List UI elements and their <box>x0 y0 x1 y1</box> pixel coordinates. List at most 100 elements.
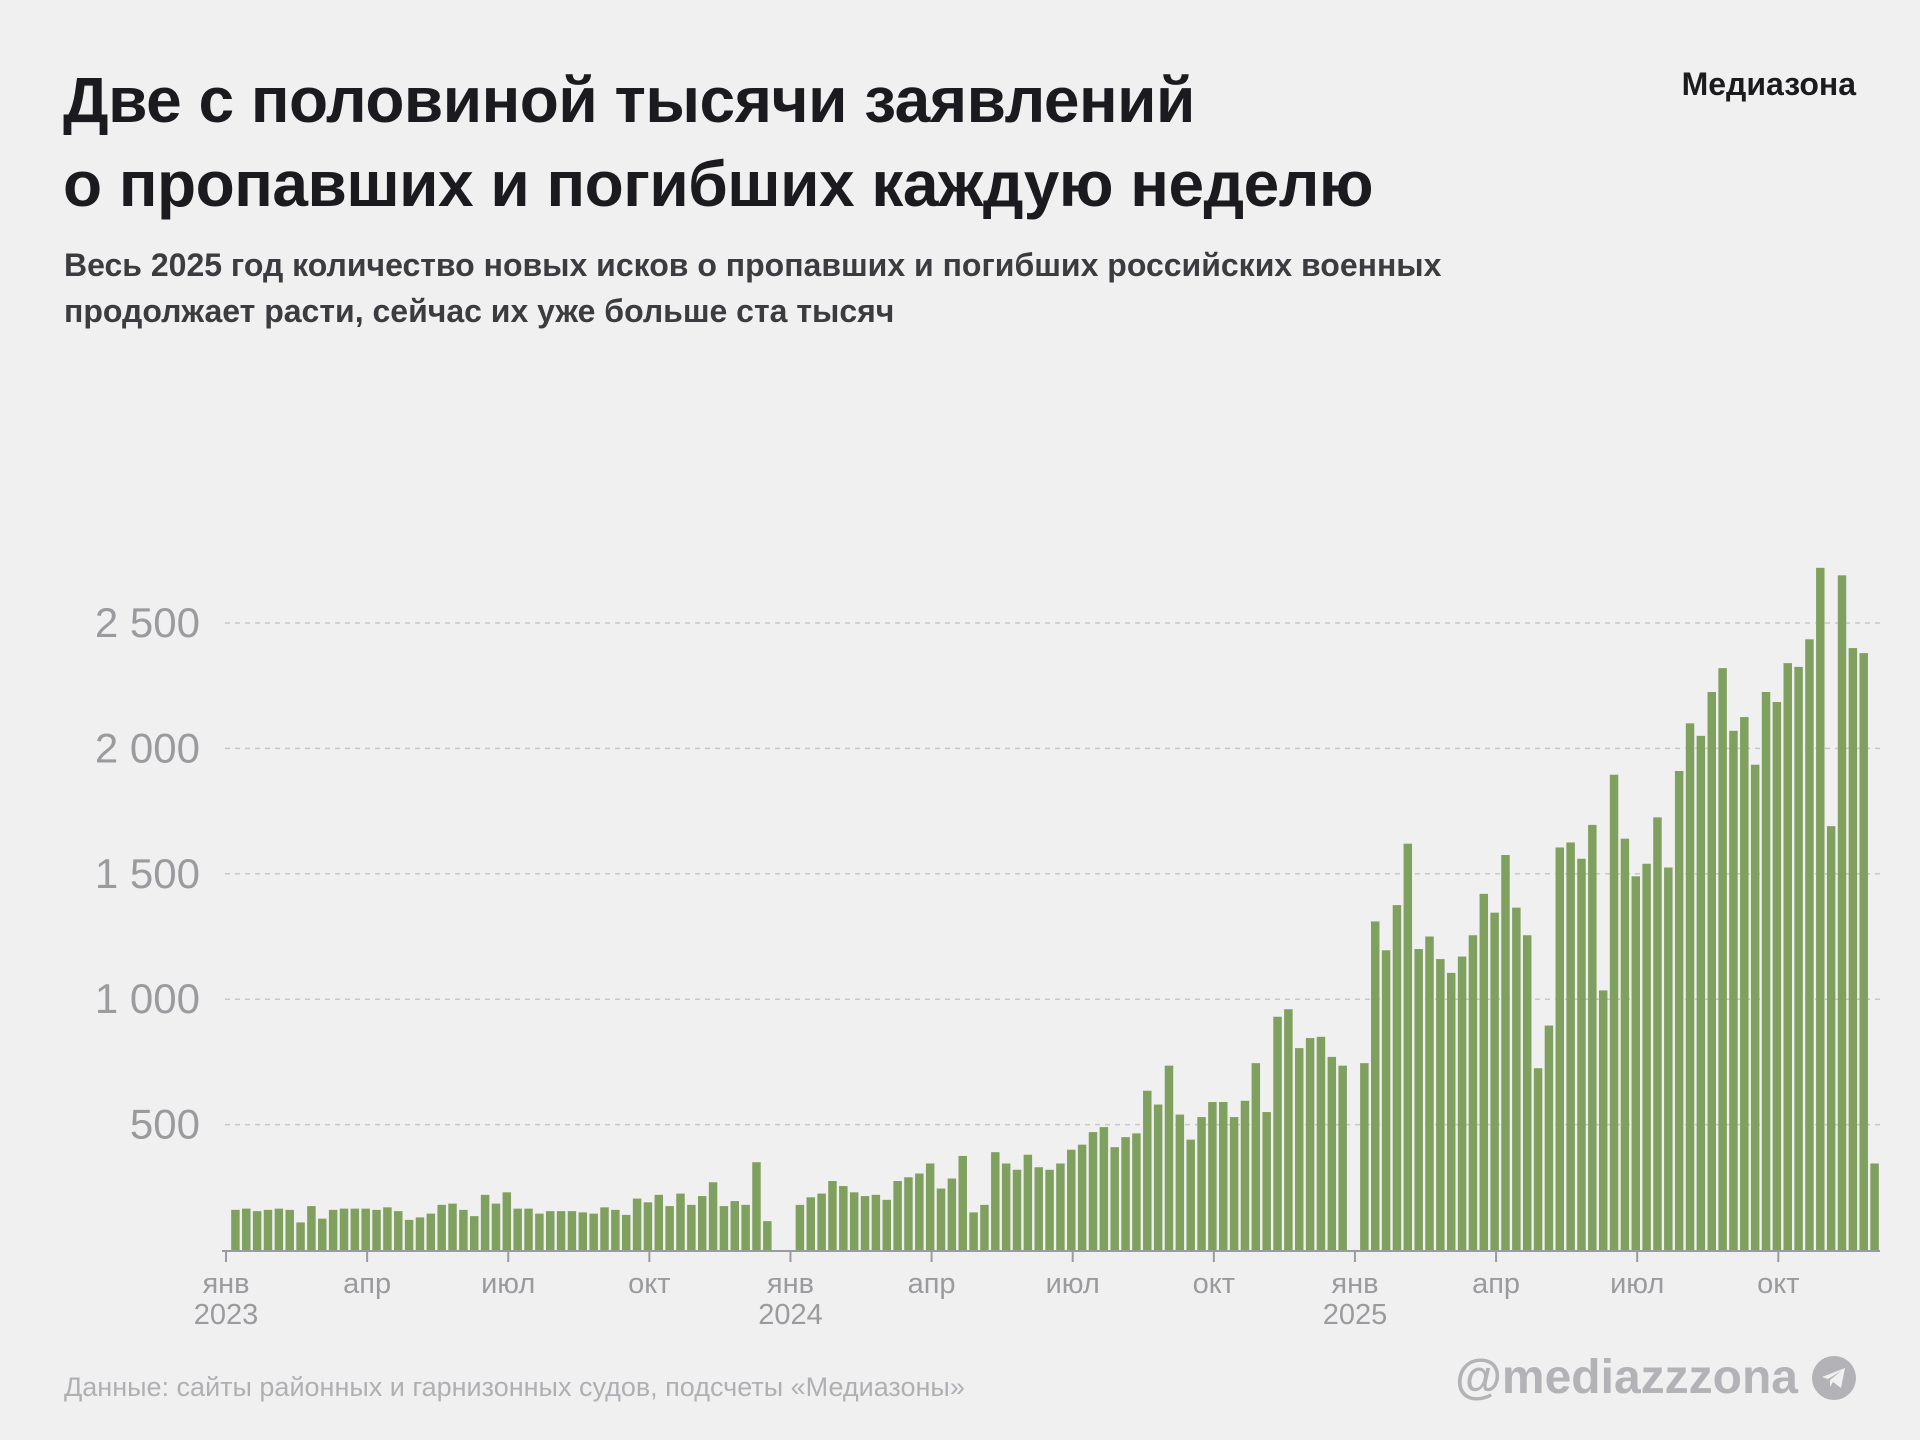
bar <box>470 1216 479 1250</box>
x-tick-label: июл <box>1046 1268 1100 1300</box>
bar <box>328 1209 338 1250</box>
y-axis: 500 1 000 1 500 2 000 2 500 <box>95 599 200 1148</box>
bar <box>1446 972 1456 1250</box>
bar <box>687 1204 696 1250</box>
bar <box>524 1208 533 1250</box>
x-year-label: 2023 <box>194 1299 259 1331</box>
x-year-label: 2025 <box>1323 1299 1388 1331</box>
bar <box>1566 842 1575 1250</box>
x-tick-label: окт <box>1193 1268 1235 1300</box>
bar <box>1468 935 1478 1250</box>
bar <box>350 1208 360 1250</box>
bar <box>1403 843 1413 1250</box>
bar <box>1295 1048 1304 1250</box>
bar <box>1501 854 1510 1250</box>
telegram-icon <box>1812 1355 1856 1400</box>
x-tick-label: июл <box>1610 1268 1664 1300</box>
bar <box>1153 1104 1163 1250</box>
bar <box>1099 1127 1109 1250</box>
x-tick-label: янв <box>1331 1268 1378 1300</box>
bar <box>915 1173 924 1250</box>
bar <box>1620 838 1630 1250</box>
y-tick-label: 1 000 <box>95 975 200 1022</box>
data-source-note: Данные: сайты районных и гарнизонных суд… <box>64 1372 965 1402</box>
x-tick-label: окт <box>628 1268 670 1300</box>
chart-title-line-2: о пропавших и погибших каждую неделю <box>63 148 1374 220</box>
bar <box>426 1213 436 1250</box>
bar <box>535 1213 544 1250</box>
bar <box>480 1194 490 1250</box>
bar <box>1522 935 1532 1250</box>
bar <box>719 1206 729 1250</box>
bar <box>1251 1063 1261 1250</box>
bar <box>1121 1137 1130 1250</box>
bar <box>1588 824 1597 1250</box>
bar <box>1631 876 1640 1250</box>
bar <box>1783 663 1792 1250</box>
chart-subtitle-line-2: продолжает расти, сейчас их уже больше с… <box>64 293 895 329</box>
bar <box>1414 949 1423 1250</box>
bar <box>1056 1163 1065 1250</box>
bar <box>806 1197 815 1250</box>
bar <box>741 1204 750 1250</box>
bar <box>372 1209 381 1250</box>
bar <box>795 1204 805 1250</box>
bar <box>1609 774 1619 1250</box>
bar <box>1805 639 1814 1250</box>
bar <box>1685 723 1695 1250</box>
bar <box>860 1196 870 1250</box>
x-tick-label: апр <box>343 1268 391 1300</box>
bar <box>589 1213 598 1250</box>
bar <box>1512 907 1521 1250</box>
bar <box>1544 1025 1554 1250</box>
bar <box>1826 826 1836 1250</box>
bar <box>252 1211 262 1250</box>
bar <box>730 1201 740 1250</box>
bar <box>1067 1149 1076 1250</box>
y-tick-label: 2 500 <box>95 599 200 646</box>
social-handle[interactable]: @mediazzzona <box>1455 1350 1856 1405</box>
bar <box>1273 1016 1282 1250</box>
bar <box>1186 1139 1195 1250</box>
bar <box>339 1208 349 1250</box>
bar <box>1316 1036 1326 1250</box>
chart-title-line-1: Две с половиной тысячи заявлений <box>63 64 1195 136</box>
bar <box>1305 1038 1315 1250</box>
chart-subtitle: Весь 2025 год количество новых исков о п… <box>64 242 1764 334</box>
bar <box>1436 959 1445 1250</box>
x-tick-label: апр <box>1472 1268 1520 1300</box>
bar <box>665 1206 674 1250</box>
bar <box>817 1193 826 1250</box>
bar <box>882 1199 891 1250</box>
bar <box>849 1192 859 1250</box>
bar <box>654 1194 664 1250</box>
bar <box>947 1178 957 1250</box>
x-tick-label: июл <box>481 1268 535 1300</box>
bar <box>1110 1147 1119 1250</box>
bar <box>752 1162 761 1250</box>
bar <box>274 1208 284 1250</box>
bar <box>676 1193 685 1250</box>
bar <box>1837 575 1847 1250</box>
bar <box>936 1188 946 1250</box>
y-tick-label: 1 500 <box>95 850 200 897</box>
bar <box>1425 936 1434 1250</box>
bar <box>600 1207 609 1250</box>
bar <box>1001 1163 1011 1250</box>
bar <box>1240 1100 1250 1250</box>
chart-title: Две с половиной тысячи заявлений о пропа… <box>63 58 1563 226</box>
bar <box>871 1194 881 1250</box>
bar <box>1371 921 1380 1250</box>
bar <box>1598 990 1608 1250</box>
bar <box>263 1209 273 1250</box>
social-handle-text: @mediazzzona <box>1455 1351 1798 1404</box>
bar <box>307 1206 316 1250</box>
bar <box>1479 893 1489 1250</box>
x-year-label: 2024 <box>758 1299 823 1331</box>
bar <box>1284 1009 1293 1250</box>
bar <box>394 1211 403 1250</box>
bar <box>1729 730 1738 1250</box>
bar <box>491 1203 501 1250</box>
bar <box>1457 956 1467 1250</box>
